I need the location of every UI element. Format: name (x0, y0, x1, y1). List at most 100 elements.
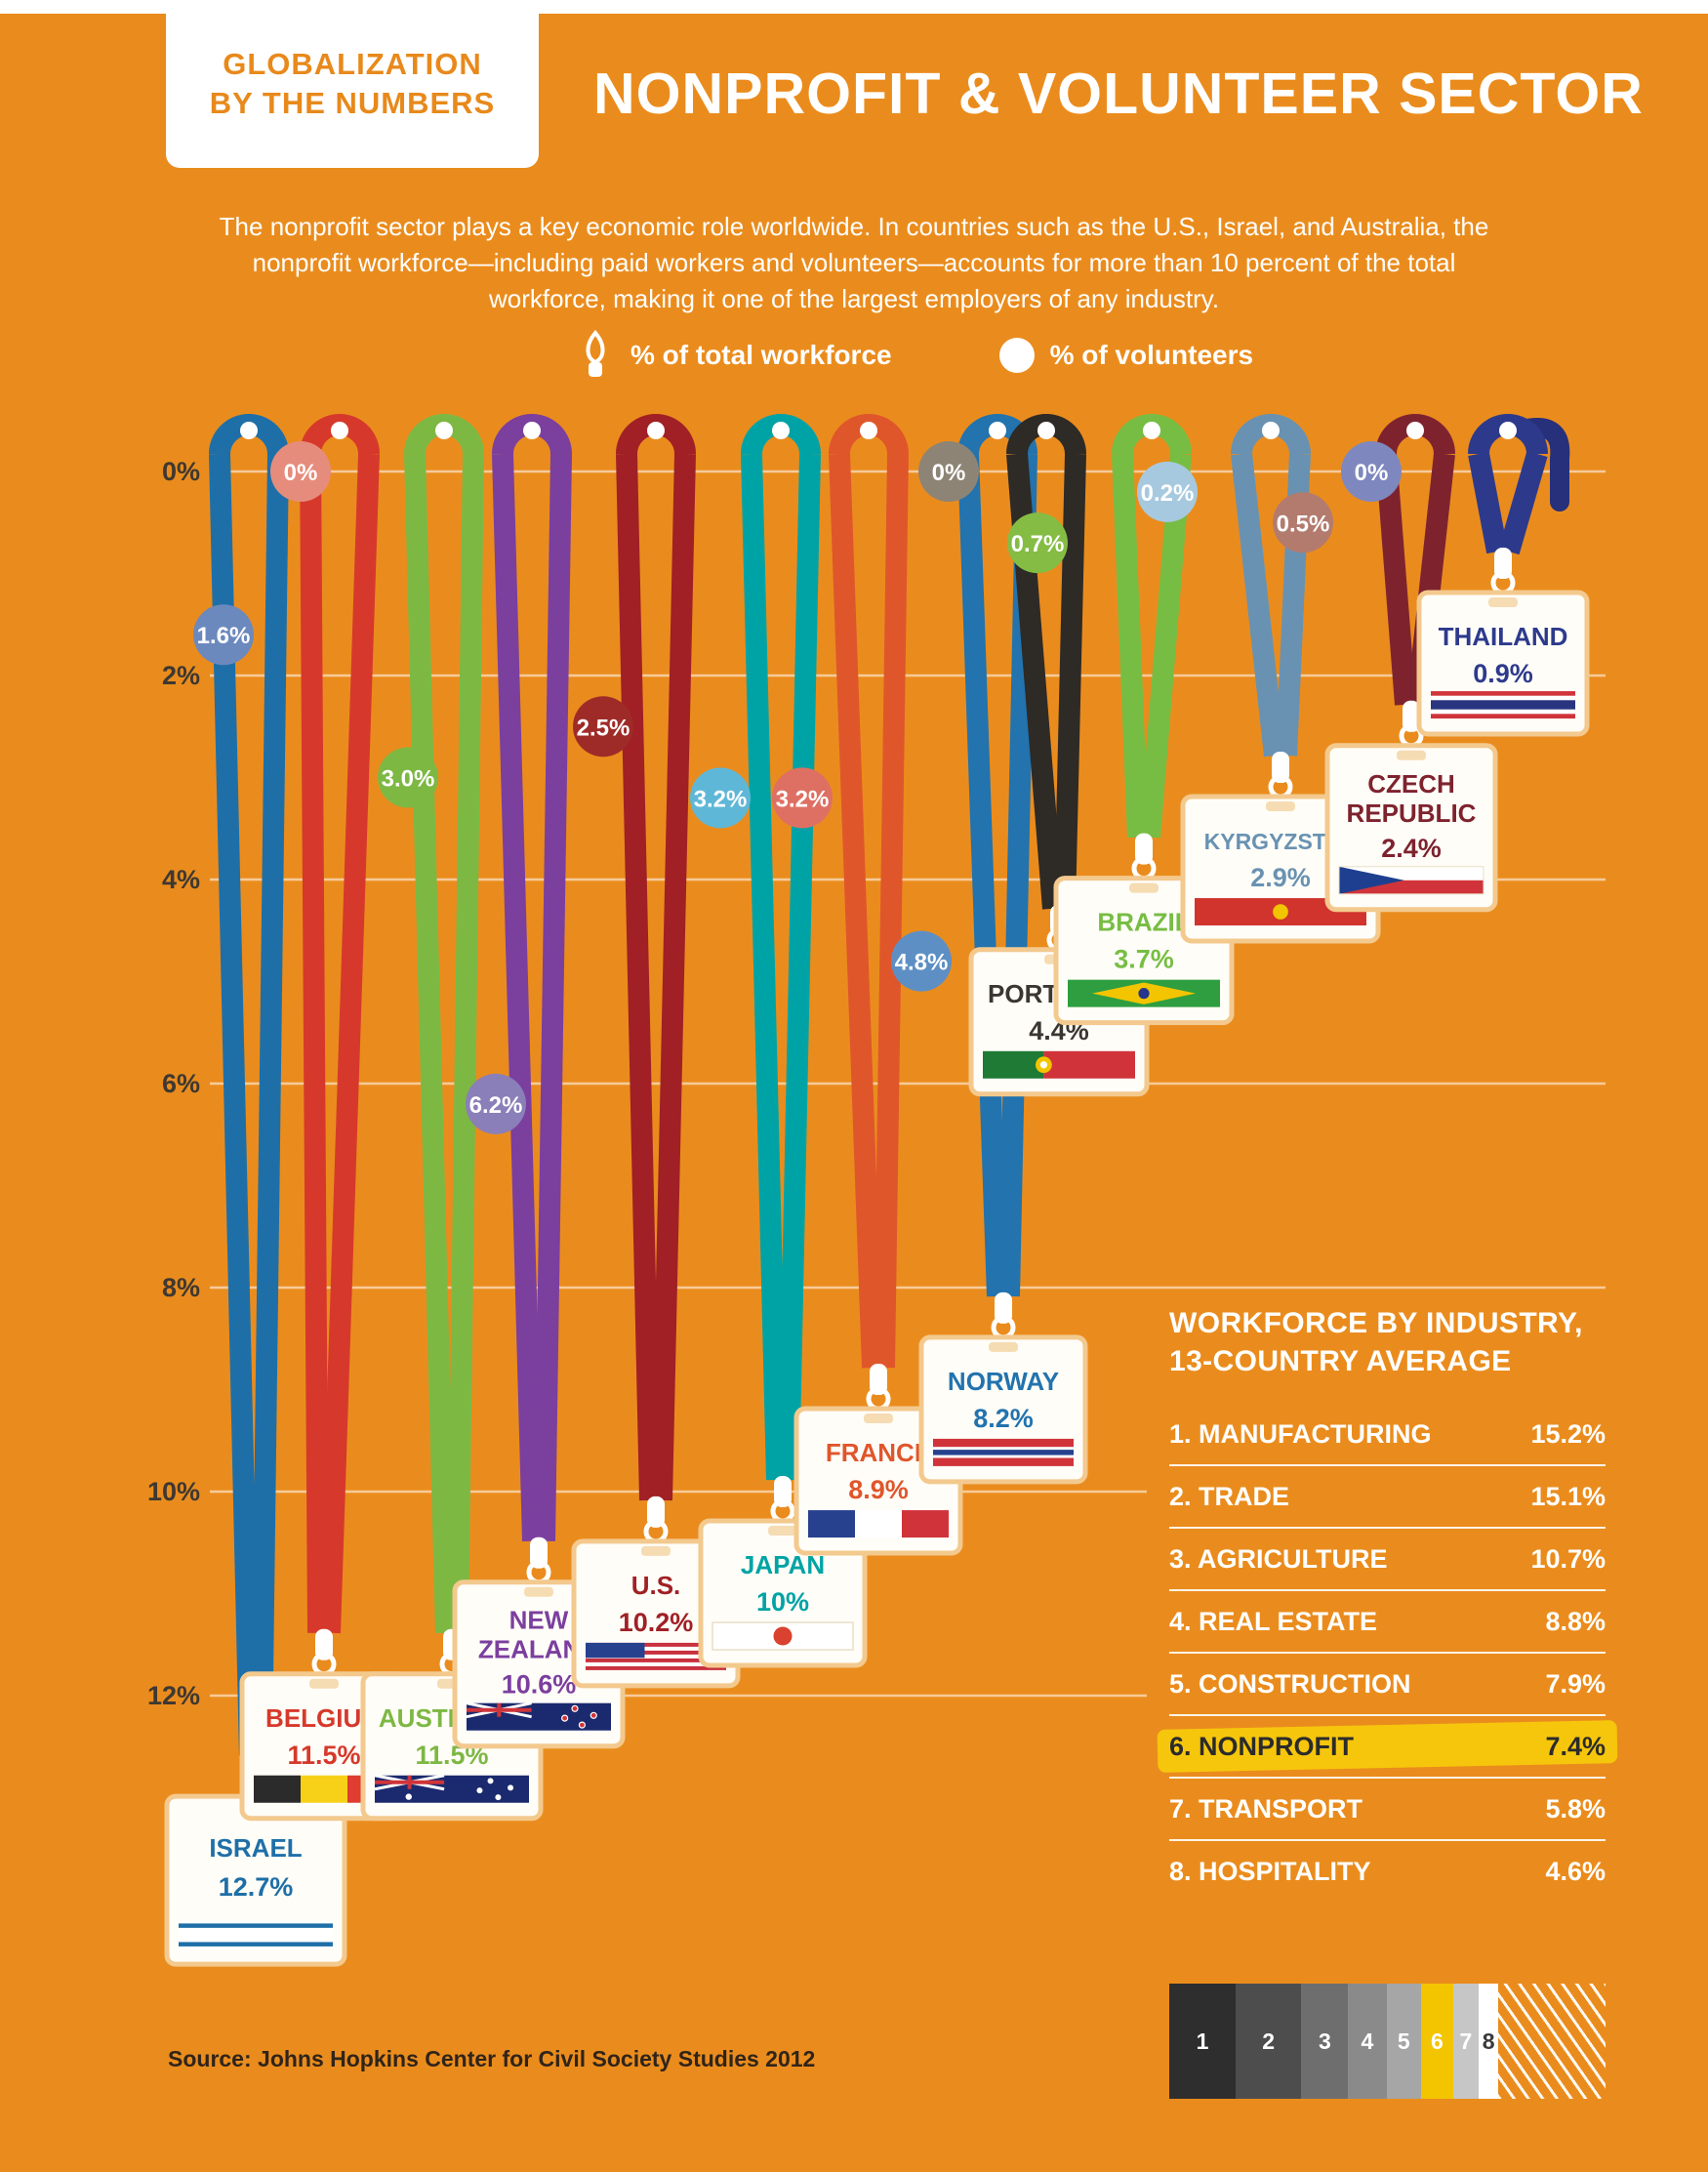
y-axis-label: 12% (147, 1681, 200, 1710)
industry-label: 7. TRANSPORT (1169, 1793, 1363, 1824)
industry-label: 5. CONSTRUCTION (1169, 1668, 1411, 1699)
industry-label: 3. AGRICULTURE (1169, 1543, 1388, 1574)
strip-box-5: 5 (1386, 1984, 1421, 2099)
lanyard-hole (647, 422, 665, 439)
clasp (315, 1628, 333, 1660)
industry-row-4: 4. REAL ESTATE 8.8% (1169, 1589, 1606, 1652)
industry-row-6: 6. NONPROFIT 7.4% (1169, 1714, 1606, 1777)
flag-vstripes (808, 1510, 949, 1538)
legend-volunteers: % of volunteers (998, 338, 1253, 373)
source-text: Source: Johns Hopkins Center for Civil S… (168, 2046, 816, 2071)
volunteer-badge-france: 3.2% (772, 767, 833, 829)
volunteer-badge-japan: 3.2% (690, 767, 751, 829)
lanyard-strap (209, 453, 261, 1756)
lanyard-strap (534, 453, 572, 1541)
lanyard-strap (1498, 450, 1548, 555)
volunteer-circle (891, 930, 952, 992)
card-slot (1488, 597, 1518, 608)
clasp (995, 1291, 1012, 1324)
country-norway: NORWAY 8.2% (918, 414, 1088, 1485)
country-france: FRANCE 8.9% (793, 414, 963, 1556)
industry-value: 4.6% (1545, 1856, 1606, 1886)
country-name: NORWAY (948, 1367, 1059, 1396)
card-slot (989, 1341, 1018, 1352)
industry-value: 8.8% (1545, 1606, 1606, 1636)
lanyard-hole (1143, 422, 1160, 439)
industry-label: 4. REAL ESTATE (1169, 1606, 1378, 1636)
flag-ensign (466, 1701, 611, 1731)
strip-box-4: 4 (1348, 1984, 1387, 2099)
industry-value: 15.2% (1530, 1418, 1606, 1449)
flag-hstripes (933, 1438, 1074, 1466)
country-name: CZECH (1367, 769, 1455, 799)
lanyard-strap (319, 453, 380, 1634)
workforce-value: 8.9% (848, 1475, 909, 1504)
industry-row-2: 2. TRADE 15.1% (1169, 1464, 1606, 1527)
lanyard-hole (1406, 422, 1424, 439)
industry-row-7: 7. TRANSPORT 5.8% (1169, 1777, 1606, 1839)
page-title: NONPROFIT & VOLUNTEER SECTOR (593, 61, 1644, 126)
industry-row-3: 3. AGRICULTURE 10.7% (1169, 1527, 1606, 1589)
intro-text: The nonprofit sector plays a key economi… (219, 212, 1489, 313)
lanyard-strap (957, 453, 1008, 1297)
lanyard-hole (435, 422, 453, 439)
volunteer-circle (1007, 512, 1068, 574)
flag-hstripes (1431, 691, 1575, 719)
workforce-value: 10.6% (502, 1670, 577, 1700)
lanyard-strap (1231, 452, 1285, 758)
lanyard-strap (447, 453, 484, 1633)
volunteer-value: 4.8% (895, 950, 949, 976)
lanyard-hole (240, 422, 258, 439)
clasp (870, 1364, 887, 1396)
volunteer-value: 6.2% (469, 1092, 523, 1119)
brand-line1: GLOBALIZATION (223, 47, 482, 82)
industry-label: 2. TRADE (1169, 1481, 1290, 1511)
brand-line2: BY THE NUMBERS (209, 86, 496, 120)
country-name: U.S. (631, 1571, 681, 1600)
volunteer-circle (193, 604, 254, 666)
panel-title: WORKFORCE BY INDUSTRY, 13-COUNTRY AVERAG… (1169, 1304, 1606, 1380)
workforce-value: 3.7% (1114, 945, 1174, 974)
lanyard-strap (651, 453, 696, 1501)
workforce-value: 10.2% (619, 1608, 694, 1637)
volunteer-circle (918, 441, 979, 502)
strip-box-3: 3 (1301, 1984, 1349, 2099)
volunteer-badge-thailand: 0% (1341, 441, 1402, 502)
y-axis-label: 2% (162, 661, 200, 690)
volunteer-value: 3.0% (382, 766, 435, 793)
workforce-value: 10% (756, 1587, 809, 1617)
legend-workforce: % of total workforce (576, 330, 892, 381)
volunteer-value: 0% (1355, 460, 1389, 486)
industry-label: 1. MANUFACTURING (1169, 1418, 1432, 1449)
industry-value: 10.7% (1530, 1543, 1606, 1574)
volunteer-circle (772, 767, 833, 829)
lanyard-strap (300, 453, 329, 1633)
workforce-value: 0.9% (1473, 659, 1533, 688)
country-name: REPUBLIC (1347, 799, 1477, 828)
strip-box-2: 2 (1235, 1984, 1302, 2099)
industry-rows: 1. MANUFACTURING 15.2% 2. TRADE 15.1% 3. AGR… (1169, 1404, 1606, 1902)
industry-label: 6. NONPROFIT (1169, 1731, 1355, 1761)
volunteer-value: 0% (284, 460, 318, 486)
flag-japan (712, 1621, 854, 1651)
volunteer-value: 0.5% (1277, 511, 1330, 537)
country-name: THAILAND (1439, 622, 1568, 651)
lanyard-strap (404, 453, 457, 1634)
lanyard-strap (1112, 453, 1149, 839)
lanyard-hole (860, 422, 877, 439)
lanyard-strap (829, 453, 883, 1369)
volunteer-circle (1273, 492, 1333, 553)
country-thailand: THAILAND 0.9% (1416, 414, 1590, 737)
card-slot (768, 1526, 797, 1536)
card-slot (641, 1545, 671, 1556)
strip-box-7: 7 (1452, 1984, 1479, 2099)
volunteer-badge-belgium: 0% (270, 441, 331, 502)
workforce-value: 12.7% (219, 1872, 294, 1902)
volunteer-badge-brazil: 0.7% (1007, 512, 1068, 574)
industry-value: 7.9% (1545, 1668, 1606, 1699)
card-slot (524, 1586, 553, 1597)
lanyard-strap (1468, 451, 1508, 554)
lanyard-strap (492, 453, 544, 1542)
